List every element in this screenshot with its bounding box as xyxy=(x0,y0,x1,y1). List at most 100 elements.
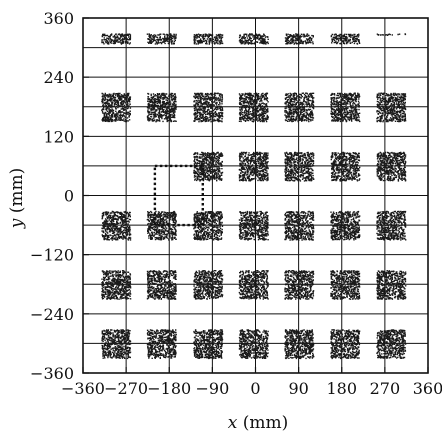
point-cluster xyxy=(101,329,132,360)
y-axis-title: y (mm) xyxy=(7,168,27,230)
point-cluster-dots xyxy=(284,210,315,241)
x-tick-label: 360 xyxy=(413,379,442,398)
point-cluster xyxy=(238,92,269,123)
x-tick-label: 270 xyxy=(370,379,401,398)
point-cluster xyxy=(330,210,361,241)
point-cluster-dots xyxy=(330,270,361,300)
point-cluster-dots xyxy=(284,270,315,300)
x-axis-variable: x xyxy=(228,413,238,433)
point-cluster xyxy=(376,270,407,300)
point-cluster-dots xyxy=(101,210,132,241)
y-tick-label: −360 xyxy=(30,364,74,383)
x-tick-label: −180 xyxy=(147,379,191,398)
point-cluster xyxy=(376,329,407,359)
point-cluster-dots xyxy=(330,92,361,123)
x-axis-unit: (mm) xyxy=(243,413,289,433)
highlight-box xyxy=(153,164,204,227)
point-cluster-dots xyxy=(284,151,315,182)
point-cluster-dots xyxy=(284,92,315,123)
point-cluster xyxy=(330,270,361,300)
point-cluster-dots xyxy=(101,33,132,45)
point-cluster xyxy=(284,92,315,123)
point-cluster-dots xyxy=(193,151,224,182)
point-cluster xyxy=(193,33,224,45)
point-cluster xyxy=(146,270,177,300)
highlight-region xyxy=(153,164,204,227)
y-tick-label: −120 xyxy=(30,246,74,265)
point-cluster-dots xyxy=(238,329,269,359)
point-cluster-dots xyxy=(238,92,269,123)
point-cluster-dots xyxy=(193,33,224,45)
point-cluster xyxy=(238,270,269,300)
point-cluster-dots xyxy=(376,270,407,300)
point-cluster xyxy=(376,33,407,36)
point-cluster xyxy=(193,151,224,182)
point-cluster xyxy=(146,33,177,45)
point-cluster-dots xyxy=(376,92,407,123)
y-tick-label: 240 xyxy=(43,68,74,87)
y-axis-variable: y xyxy=(7,218,27,229)
point-cluster xyxy=(376,92,407,123)
point-cluster-dots xyxy=(330,33,361,45)
point-cluster-dots xyxy=(238,151,269,182)
point-cluster-dots xyxy=(284,33,314,45)
point-cluster-dots xyxy=(193,211,224,241)
x-tick-label: 0 xyxy=(250,379,260,398)
point-cluster-dots xyxy=(376,329,407,359)
point-cluster-dots xyxy=(101,270,132,300)
point-cluster xyxy=(330,151,361,182)
point-cluster-dots xyxy=(330,151,361,182)
point-cluster-dots xyxy=(284,329,315,360)
y-tick-label: 0 xyxy=(64,187,74,206)
point-cluster xyxy=(376,210,407,241)
point-cluster xyxy=(193,211,224,241)
x-tick-label: 90 xyxy=(288,379,308,398)
x-tick-label: −360 xyxy=(61,379,105,398)
point-cluster xyxy=(238,151,269,182)
point-cluster-dots xyxy=(238,270,269,300)
point-cluster-dots xyxy=(330,210,361,241)
y-tick-label: 120 xyxy=(43,127,74,146)
point-cluster-dots xyxy=(193,270,224,300)
point-cluster xyxy=(330,329,361,360)
point-cluster xyxy=(330,92,361,123)
point-cluster xyxy=(284,33,314,45)
point-cluster xyxy=(193,92,224,123)
point-cluster-dots xyxy=(238,210,269,241)
x-axis-ticks: −360 −270 −180 −90 0 90 180 270 360 xyxy=(61,367,442,398)
y-axis-ticks: −360 −240 −120 0 120 240 360 xyxy=(30,9,89,383)
point-cluster xyxy=(330,33,361,45)
point-cluster-dots xyxy=(193,92,224,123)
point-cluster-dots xyxy=(146,329,177,359)
point-cluster-dots xyxy=(146,270,177,300)
point-cluster-dots xyxy=(101,92,132,123)
data-points xyxy=(101,33,407,360)
point-cluster xyxy=(146,329,177,359)
point-cluster-dots xyxy=(376,33,407,36)
point-cluster xyxy=(376,151,407,182)
point-cluster xyxy=(193,329,224,360)
point-cluster xyxy=(238,210,269,241)
point-cluster xyxy=(284,151,315,182)
point-cluster-dots xyxy=(146,33,177,45)
x-tick-label: −270 xyxy=(104,379,148,398)
point-cluster-dots xyxy=(238,33,269,45)
point-cluster-dots xyxy=(101,329,132,360)
x-tick-label: −90 xyxy=(195,379,229,398)
point-cluster-dots xyxy=(146,92,177,123)
point-cluster xyxy=(193,270,224,300)
point-cluster xyxy=(101,92,132,123)
point-cluster xyxy=(284,210,315,241)
point-cluster-dots xyxy=(193,329,224,360)
point-cluster xyxy=(101,33,132,45)
point-cluster xyxy=(101,270,132,300)
point-cluster-dots xyxy=(146,210,177,241)
grid xyxy=(82,17,429,374)
point-cluster xyxy=(238,329,269,359)
point-cluster-dots xyxy=(376,210,407,241)
y-axis-unit: (mm) xyxy=(7,168,27,214)
point-cluster xyxy=(284,270,315,300)
x-tick-label: 180 xyxy=(326,379,357,398)
point-cluster-dots xyxy=(330,329,361,360)
